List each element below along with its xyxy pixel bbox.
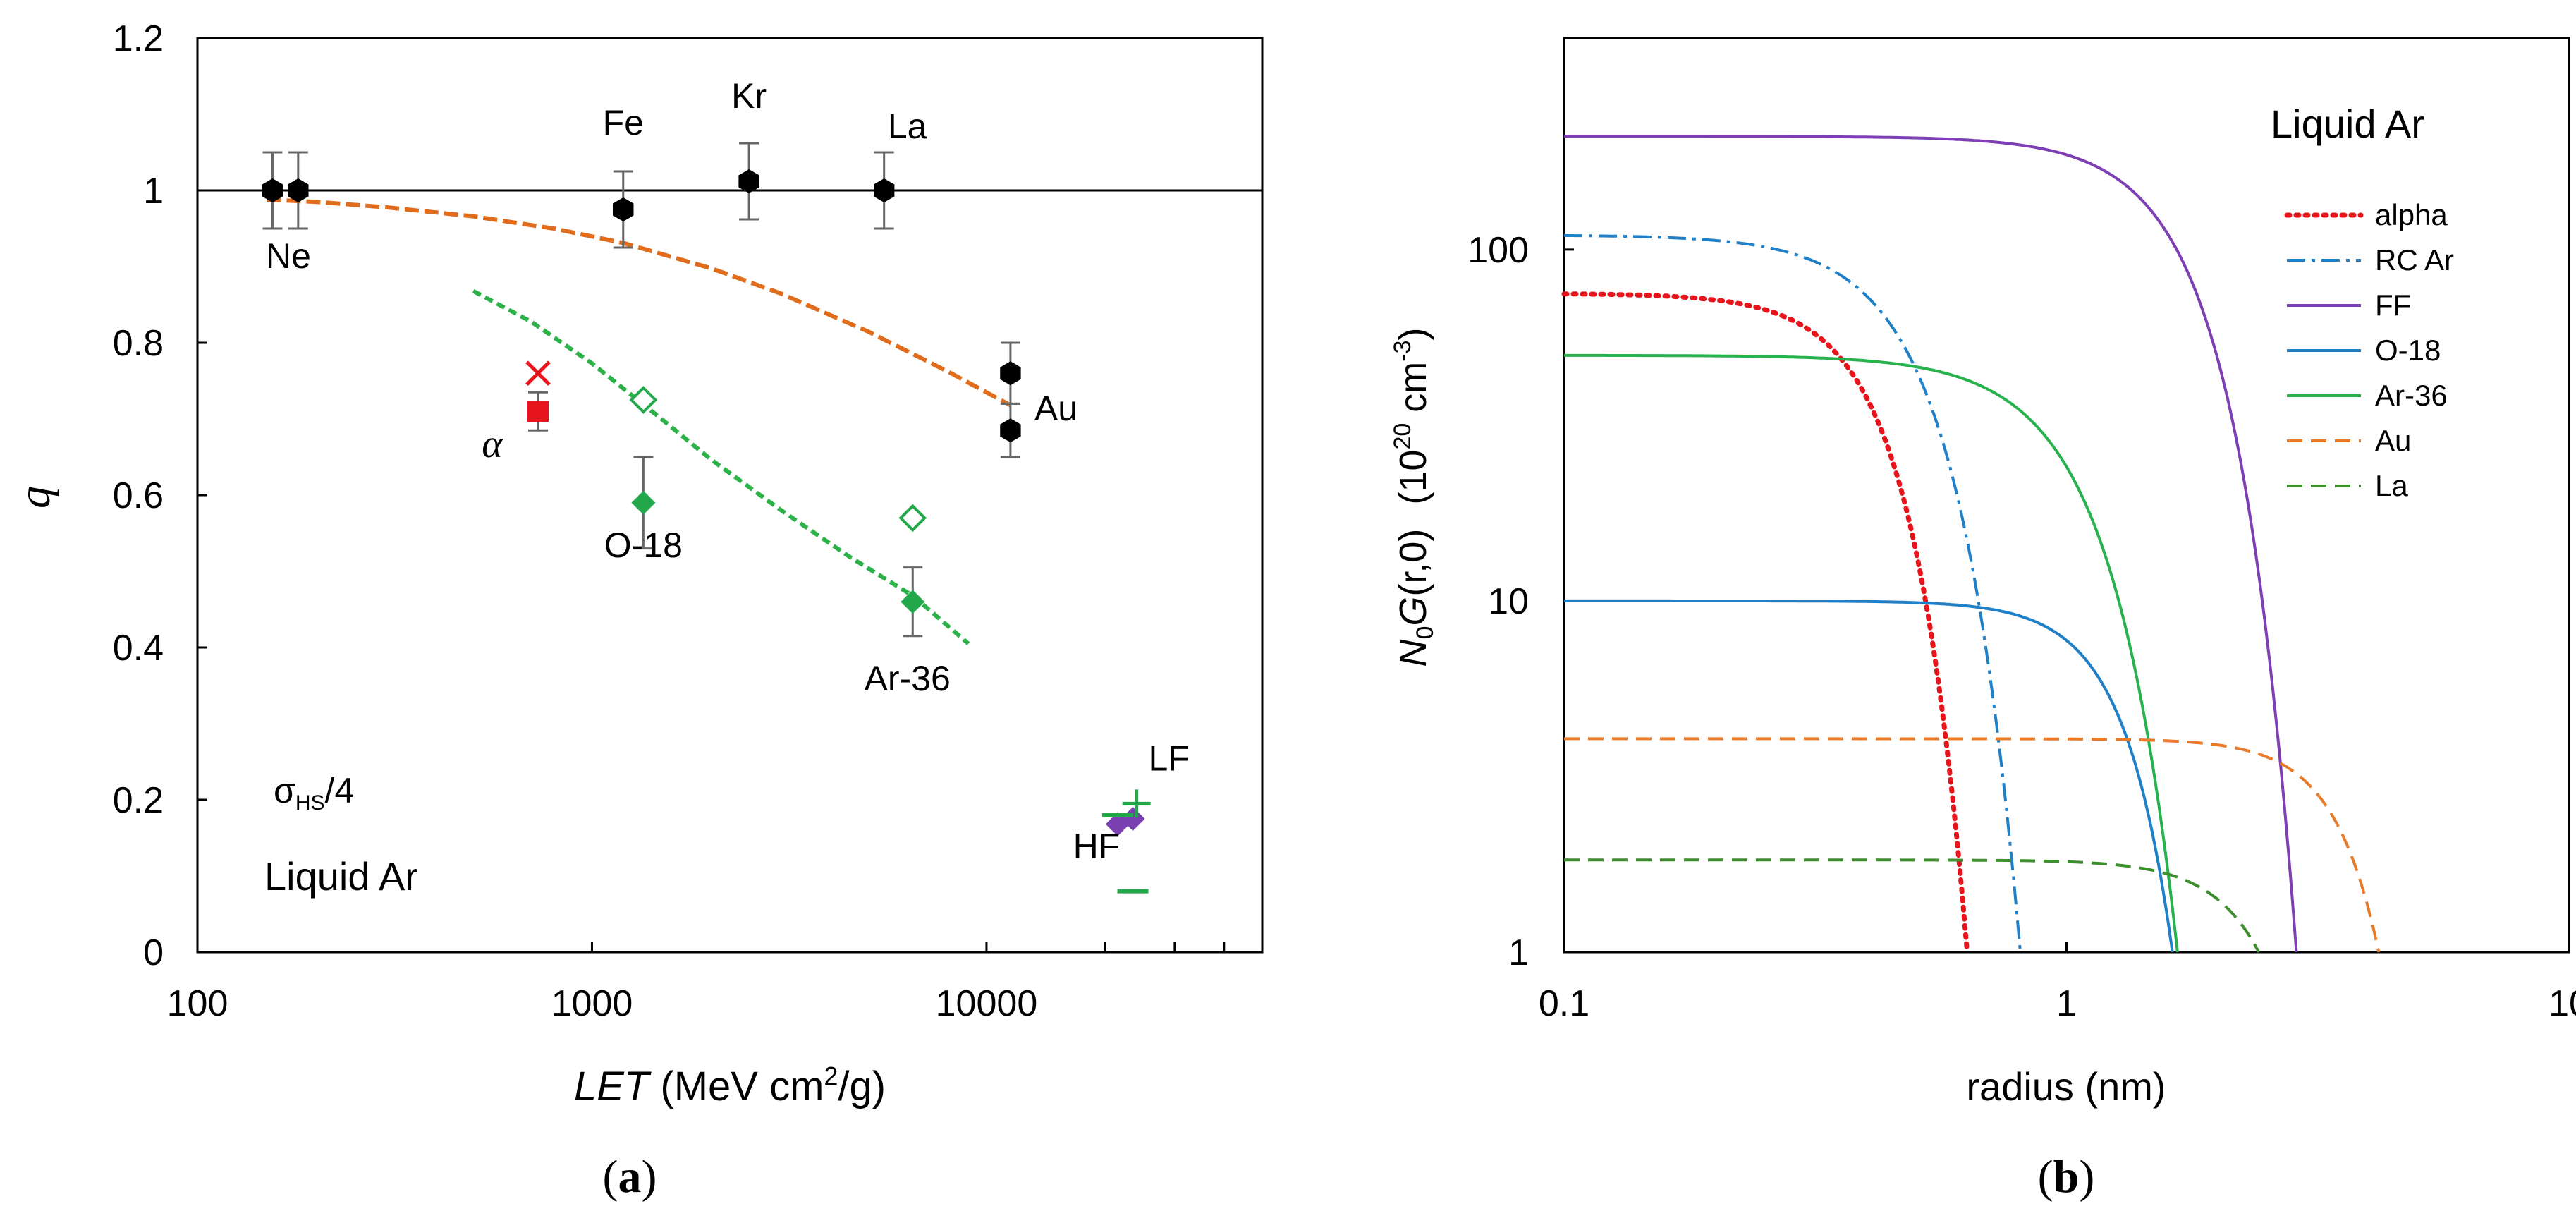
- label-lf: LF: [1148, 739, 1189, 779]
- panel-a-caption: (a): [603, 1151, 657, 1203]
- panel-a-data-points: [262, 142, 1151, 894]
- panel-a-y-tick-label: 0.6: [113, 475, 164, 516]
- panel-a-y-tick-label: 0: [143, 932, 164, 973]
- panel-a: 0 0.2 0.4 0.6 0.8 1 1.2 100 1000 10000 Ne Fe Kr La A…: [9, 18, 1264, 1203]
- label-ne: Ne: [266, 236, 311, 276]
- panel-a-y-tick-label: 0.4: [113, 628, 164, 669]
- label-hf: HF: [1073, 827, 1121, 866]
- panel-b-plot-frame: [1563, 37, 2570, 954]
- point-lf: [1122, 789, 1151, 818]
- panel-b-curves: [1561, 135, 2381, 955]
- panel-b-y-tick-label: 1: [1508, 932, 1529, 973]
- label-au: Au: [1034, 389, 1078, 428]
- curve-rc-ar: [1564, 233, 2022, 953]
- panel-b-legend: alpha RC Ar FF O-18 Ar-36 Au La: [2284, 198, 2454, 502]
- panel-a-y-tick-label: 1: [143, 171, 164, 212]
- point-la: [874, 178, 895, 202]
- sigma-hs-label: σHS/4: [274, 771, 354, 815]
- point-kr: [738, 169, 759, 193]
- panel-b-y-tick-label: 10: [1488, 581, 1529, 622]
- point-alpha: [525, 360, 551, 386]
- label-o-18: O-18: [604, 525, 683, 565]
- panel-b-x-axis-label: radius (nm): [1966, 1064, 2166, 1109]
- panel-a-y-tick-label: 0.8: [113, 323, 164, 364]
- panel-a-y-tick-label: 0.2: [113, 780, 164, 821]
- legend-label-ar-36: Ar-36: [2375, 379, 2448, 412]
- curve-fit-light-ions: [472, 288, 970, 645]
- panel-b-x-ticks: 0.1 1 10: [1539, 942, 2576, 1024]
- panel-a-x-ticks: 100 1000 10000: [167, 942, 1226, 1024]
- legend-label-la: La: [2375, 469, 2408, 502]
- label-kr: Kr: [731, 76, 767, 116]
- panel-a-medium-label: Liquid Ar: [264, 854, 418, 899]
- point-fe: [613, 197, 634, 221]
- legend-label-rc-ar: RC Ar: [2375, 243, 2454, 276]
- curve-la: [1564, 858, 2260, 953]
- point-alpha: [527, 401, 549, 422]
- legend-label-au: Au: [2375, 424, 2411, 457]
- label-fe: Fe: [603, 103, 644, 142]
- panel-b-y-ticks: 1 10 100: [1467, 230, 1574, 973]
- panel-b-title: Liquid Ar: [2271, 102, 2424, 146]
- point-au: [1000, 361, 1021, 386]
- curve-alpha: [1561, 291, 1970, 955]
- panel-b-caption: (b): [2038, 1151, 2095, 1203]
- point-o-18: [631, 490, 656, 515]
- point-o-18: [629, 386, 658, 414]
- legend-label-ff: FF: [2375, 288, 2411, 322]
- panel-b-x-tick-label: 1: [2056, 983, 2077, 1024]
- point-au: [1000, 418, 1021, 443]
- alpha-label: α: [482, 422, 503, 466]
- curve-ff: [1564, 135, 2298, 953]
- panel-a-x-tick-label: 1000: [551, 983, 633, 1024]
- panel-b-x-tick-label: 10: [2548, 983, 2576, 1024]
- point-ar-36: [898, 504, 927, 533]
- point-lf: [1121, 807, 1145, 831]
- point-ar-36: [901, 590, 925, 614]
- label-ar-36: Ar-36: [865, 659, 951, 698]
- panel-b-y-tick-label: 100: [1467, 230, 1529, 271]
- curve-au: [1564, 737, 2381, 953]
- panel-a-x-tick-label: 100: [167, 983, 228, 1024]
- panel-a-annotations: Ne Fe Kr La Au O-18 Ar-36 LF HF: [266, 76, 1190, 866]
- panel-a-x-axis-label: LET (MeV cm2/g): [574, 1061, 886, 1109]
- panel-a-x-tick-label: 10000: [936, 983, 1038, 1024]
- point-ne: [262, 178, 283, 202]
- curve-o-18: [1564, 599, 2174, 953]
- label-la: La: [888, 107, 927, 146]
- curve-ar-36: [1564, 353, 2179, 953]
- panel-b-x-tick-label: 0.1: [1539, 983, 1589, 1024]
- panel-a-y-tick-label: 1.2: [113, 18, 164, 59]
- legend-label-o-18: O-18: [2375, 334, 2441, 367]
- panel-b-y-axis-label: N0G(r,0)(1020 cm-3): [1389, 327, 1439, 667]
- panel-a-y-ticks: 0 0.2 0.4 0.6 0.8 1 1.2: [113, 18, 207, 973]
- legend-label-alpha: alpha: [2375, 198, 2448, 231]
- point-ne: [288, 178, 309, 202]
- panel-a-y-axis-label: q: [9, 486, 59, 509]
